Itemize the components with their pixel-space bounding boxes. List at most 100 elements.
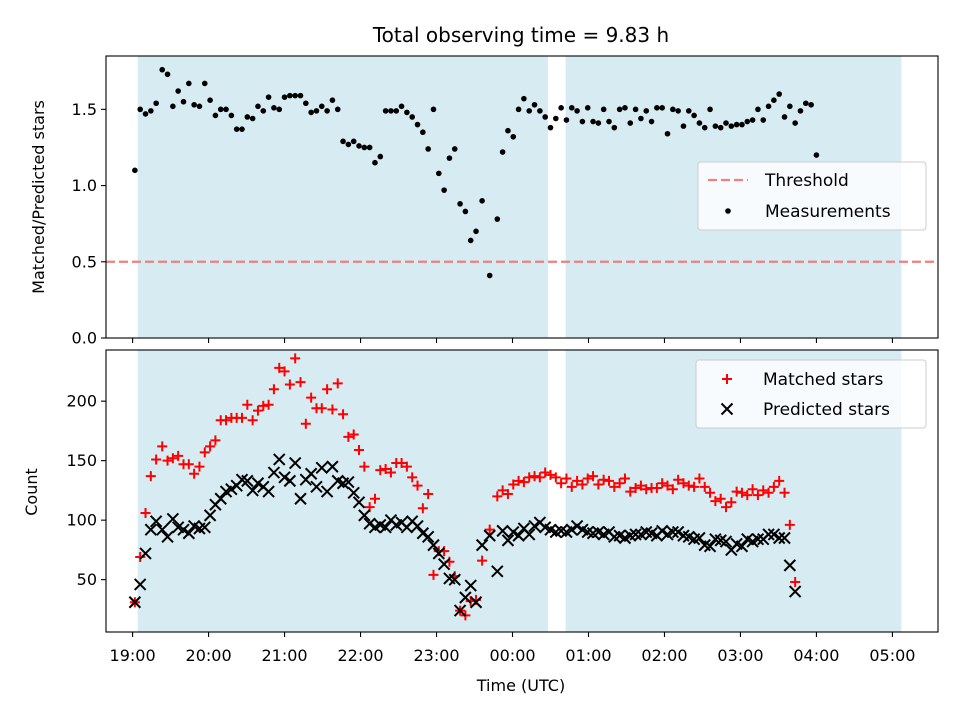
data-point	[568, 105, 575, 111]
data-point	[459, 591, 472, 604]
data-point	[198, 521, 211, 534]
data-point	[705, 487, 716, 498]
data-point	[407, 472, 418, 483]
data-point	[521, 95, 527, 102]
data-point	[162, 455, 173, 466]
observing-window-0	[137, 56, 548, 338]
data-point	[310, 480, 323, 494]
data-point	[249, 115, 256, 122]
data-point	[507, 525, 520, 539]
data-point	[788, 585, 802, 598]
data-point	[767, 528, 781, 541]
data-point	[632, 106, 639, 113]
data-point	[651, 483, 662, 494]
data-point	[683, 480, 694, 491]
y-axis-label-count: Count	[22, 468, 41, 516]
data-point	[271, 105, 277, 111]
data-point	[196, 103, 203, 110]
data-point	[284, 379, 295, 390]
data-point	[666, 525, 680, 539]
data-point	[603, 475, 614, 486]
data-point	[726, 497, 737, 508]
data-point	[128, 596, 142, 609]
data-point	[529, 471, 540, 482]
data-point	[151, 454, 162, 465]
data-point	[755, 106, 761, 113]
data-point	[338, 409, 349, 420]
data-point	[667, 484, 678, 495]
data-point	[369, 493, 380, 504]
data-point	[625, 486, 636, 497]
data-point	[736, 487, 747, 498]
data-point	[457, 201, 463, 207]
data-point	[148, 108, 154, 114]
data-point	[361, 144, 368, 151]
data-point	[671, 525, 685, 539]
data-point	[278, 471, 291, 484]
data-point	[340, 138, 346, 145]
data-point	[359, 461, 370, 472]
data-point	[244, 114, 251, 120]
data-point	[574, 108, 580, 114]
data-point	[670, 106, 676, 113]
data-point	[566, 481, 577, 492]
data-point	[691, 112, 697, 119]
y-tick-label: 0.0	[72, 329, 97, 348]
data-point	[233, 126, 240, 132]
data-point	[768, 481, 779, 492]
chart-title: Total observing time = 9.83 h	[372, 23, 669, 47]
data-point	[701, 124, 708, 131]
x-tick-label: 23:00	[413, 646, 459, 665]
data-point	[156, 523, 169, 536]
data-point	[630, 483, 641, 494]
data-point	[510, 133, 517, 140]
data-point	[183, 459, 194, 470]
data-point	[792, 120, 798, 126]
data-point	[223, 106, 229, 113]
data-point	[180, 98, 187, 105]
data-point	[304, 467, 318, 480]
axes-frame	[105, 55, 939, 339]
data-point	[673, 474, 684, 485]
data-point	[343, 431, 354, 442]
data-point	[739, 121, 745, 128]
data-point	[499, 149, 506, 155]
data-point	[388, 108, 394, 114]
x-tick-label: 02:00	[641, 646, 687, 665]
data-point	[212, 112, 219, 119]
data-point	[781, 114, 788, 120]
y-tick-label: 50	[77, 570, 97, 589]
x-tick-label: 19:00	[110, 646, 156, 665]
data-point	[689, 481, 700, 492]
data-point	[749, 117, 756, 123]
data-point	[751, 532, 765, 546]
data-point	[577, 479, 588, 490]
data-point	[377, 153, 384, 160]
data-point	[643, 108, 650, 114]
data-point	[140, 508, 151, 519]
data-point	[758, 485, 769, 496]
data-point	[164, 71, 171, 78]
data-point	[210, 435, 221, 446]
data-point	[563, 117, 570, 123]
data-point	[332, 378, 343, 389]
data-point	[186, 80, 192, 87]
data-point	[582, 473, 593, 484]
data-point	[281, 94, 288, 100]
data-point	[217, 106, 224, 113]
data-point	[263, 399, 274, 410]
data-point	[723, 120, 729, 126]
data-point	[401, 461, 412, 472]
data-point	[242, 399, 253, 410]
data-point	[752, 490, 763, 501]
data-point	[262, 485, 275, 498]
legend-matched-swatch	[722, 374, 732, 384]
data-point	[404, 109, 410, 116]
data-point	[324, 108, 330, 114]
data-point	[268, 384, 279, 395]
data-point	[622, 105, 628, 111]
data-point	[542, 114, 548, 120]
data-point	[733, 121, 740, 128]
data-point	[441, 187, 447, 193]
data-point	[779, 487, 790, 498]
